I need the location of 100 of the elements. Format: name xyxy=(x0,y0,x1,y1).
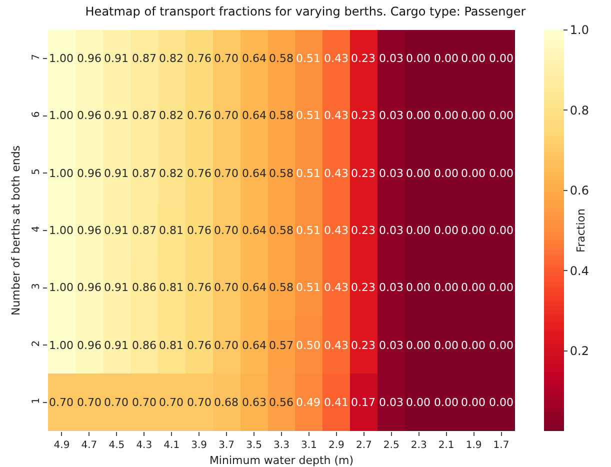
data-label: 0.57 xyxy=(269,339,294,352)
color-bar-title: Fraction xyxy=(574,208,588,252)
data-label: 0.91 xyxy=(104,109,128,122)
data-label: 0.70 xyxy=(214,339,238,352)
data-label: 0.87 xyxy=(132,109,156,122)
data-label: 0.58 xyxy=(269,109,294,122)
data-label: 0.70 xyxy=(214,109,238,122)
data-label: 0.03 xyxy=(379,339,404,352)
data-label: 0.58 xyxy=(269,224,294,237)
data-label: 0.50 xyxy=(296,339,320,352)
y-tick-label: 3 xyxy=(31,283,42,290)
data-label: 0.81 xyxy=(159,339,184,352)
data-label: 0.51 xyxy=(296,109,320,122)
data-label: 0.76 xyxy=(187,224,212,237)
data-label: 0.70 xyxy=(214,224,238,237)
data-label: 0.17 xyxy=(351,396,376,409)
data-label: 0.43 xyxy=(324,52,348,65)
y-axis-title: Number of berths at both ends xyxy=(10,145,23,316)
data-label: 0.91 xyxy=(104,339,128,352)
data-label: 0.03 xyxy=(379,281,404,294)
data-label: 0.70 xyxy=(77,396,102,409)
data-label: 0.91 xyxy=(104,281,128,294)
data-label: 0.00 xyxy=(434,52,458,65)
data-label: 0.00 xyxy=(489,109,514,122)
data-label: 0.00 xyxy=(434,224,458,237)
data-label: 0.81 xyxy=(159,224,184,237)
data-label: 0.00 xyxy=(406,396,430,409)
data-label: 0.86 xyxy=(132,339,156,352)
data-label: 0.87 xyxy=(132,167,156,180)
data-label: 0.70 xyxy=(104,396,128,409)
data-label: 0.64 xyxy=(242,339,266,352)
data-label: 1.00 xyxy=(49,109,74,122)
color-bar-label: 0.2 xyxy=(570,344,589,358)
data-label: 0.91 xyxy=(104,167,128,180)
data-label: 1.00 xyxy=(49,167,74,180)
data-label: 0.64 xyxy=(242,109,266,122)
x-tick-label: 2.5 xyxy=(383,440,400,451)
data-label: 0.03 xyxy=(379,109,404,122)
x-tick-label: 3.7 xyxy=(218,440,235,451)
data-label: 0.23 xyxy=(351,52,376,65)
data-label: 0.86 xyxy=(132,281,156,294)
data-label: 0.00 xyxy=(406,224,430,237)
data-label: 0.91 xyxy=(104,224,128,237)
x-tick-label: 4.9 xyxy=(54,440,70,451)
data-label: 0.96 xyxy=(77,224,102,237)
data-label: 0.58 xyxy=(269,167,294,180)
data-label: 0.00 xyxy=(461,52,486,65)
data-label: 0.87 xyxy=(132,224,156,237)
data-label: 0.00 xyxy=(461,281,486,294)
x-tick-label: 2.3 xyxy=(410,440,427,451)
data-label: 0.23 xyxy=(351,109,376,122)
data-label: 0.96 xyxy=(77,109,102,122)
x-tick-label: 2.1 xyxy=(438,440,454,451)
data-label: 0.64 xyxy=(242,52,266,65)
data-label: 0.70 xyxy=(132,396,156,409)
data-label: 0.23 xyxy=(351,167,376,180)
data-label: 0.00 xyxy=(434,281,458,294)
data-label: 0.81 xyxy=(159,281,184,294)
data-label: 0.58 xyxy=(269,52,294,65)
x-tick-label: 4.7 xyxy=(81,440,98,451)
data-label: 0.70 xyxy=(187,396,212,409)
x-tick-label: 4.3 xyxy=(136,440,152,451)
data-label: 0.00 xyxy=(489,167,514,180)
data-label: 1.00 xyxy=(49,224,74,237)
x-tick-label: 2.9 xyxy=(328,440,344,451)
y-tick-label: 4 xyxy=(31,226,42,232)
data-label: 0.96 xyxy=(77,167,102,180)
data-label: 0.58 xyxy=(269,281,294,294)
data-label: 0.00 xyxy=(434,396,458,409)
y-tick-label: 2 xyxy=(31,340,42,347)
data-label: 0.82 xyxy=(159,109,184,122)
data-label: 0.82 xyxy=(159,167,184,180)
data-label: 0.64 xyxy=(242,281,266,294)
data-label: 0.23 xyxy=(351,339,376,352)
data-label: 0.43 xyxy=(324,281,348,294)
data-label: 0.64 xyxy=(242,167,266,180)
data-label: 0.00 xyxy=(406,281,430,294)
data-label: 0.70 xyxy=(159,396,184,409)
data-label: 0.49 xyxy=(296,396,320,409)
data-label: 0.03 xyxy=(379,224,404,237)
data-label: 0.23 xyxy=(351,224,376,237)
data-label: 0.00 xyxy=(461,339,486,352)
color-bar-label: 0.6 xyxy=(570,184,589,198)
data-label: 0.00 xyxy=(406,52,430,65)
x-tick-label: 3.1 xyxy=(301,440,317,451)
data-label: 0.70 xyxy=(214,281,238,294)
data-label: 0.76 xyxy=(187,281,212,294)
data-label: 0.00 xyxy=(489,339,514,352)
data-label: 1.00 xyxy=(49,52,74,65)
data-label: 0.63 xyxy=(242,396,266,409)
color-bar-label: 0.4 xyxy=(570,264,589,278)
x-tick-label: 4.5 xyxy=(108,440,125,451)
data-label: 0.00 xyxy=(406,167,430,180)
y-tick-label: 7 xyxy=(31,54,42,60)
data-label: 0.03 xyxy=(379,52,404,65)
y-tick-label: 5 xyxy=(31,168,42,175)
data-label: 0.00 xyxy=(461,396,486,409)
data-label: 0.70 xyxy=(214,167,238,180)
data-label: 0.87 xyxy=(132,52,156,65)
data-label: 0.00 xyxy=(489,396,514,409)
